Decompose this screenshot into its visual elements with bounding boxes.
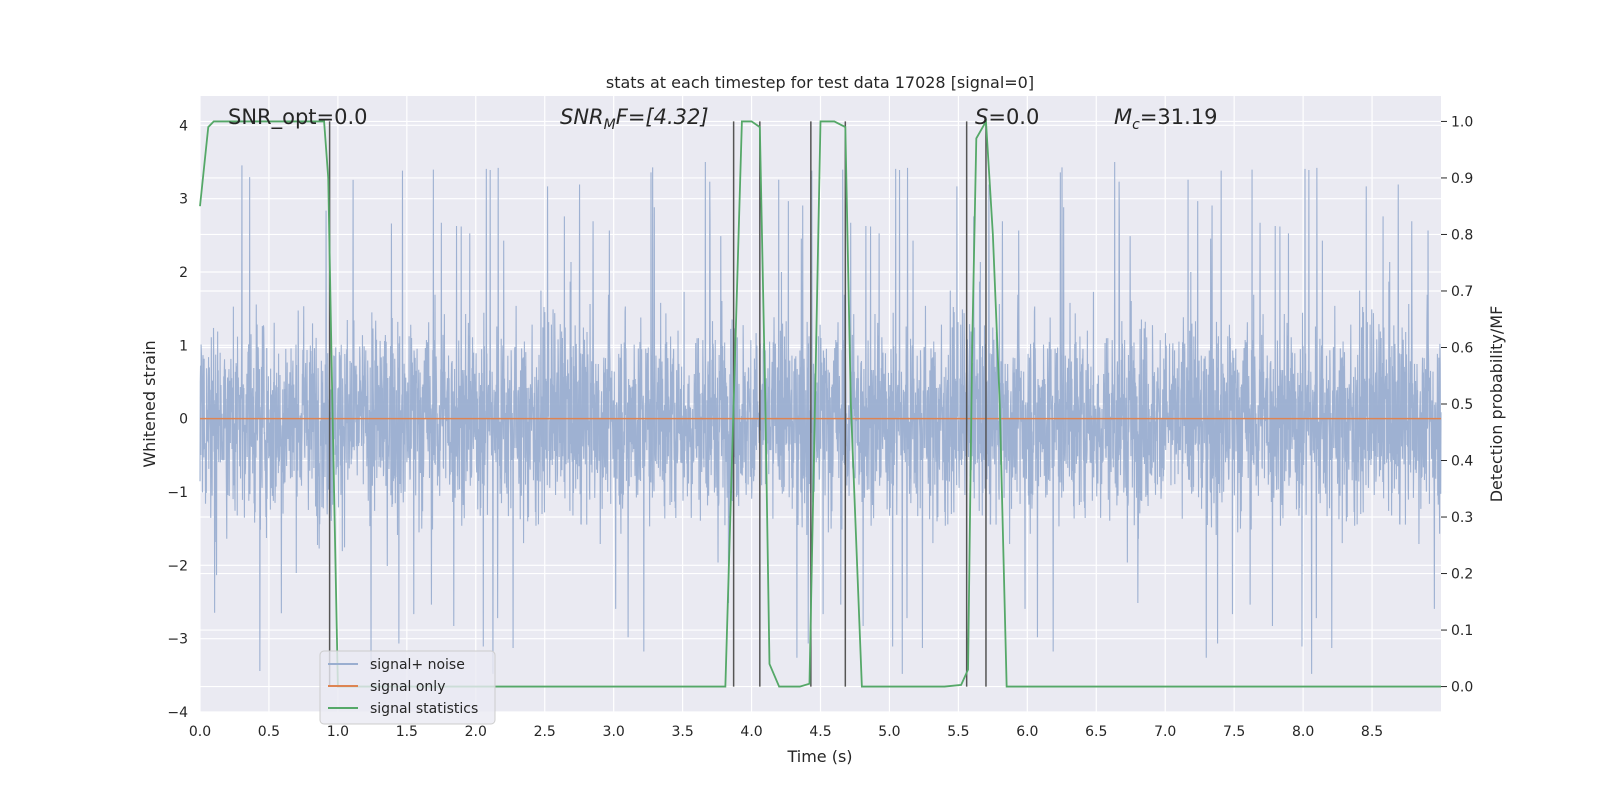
x-tick-label: 4.5 [809, 724, 831, 740]
x-axis-label: Time (s) [786, 747, 852, 766]
signal-statistics-series [199, 118, 1441, 688]
y2-tick-label: 0.7 [1451, 284, 1473, 300]
x-axis-ticks: 0.0 0.5 1.0 1.5 2.0 2.5 3.0 3.5 4.0 4.5 5.0 5.5 6.0 6… [189, 724, 1383, 740]
legend-label-statistics: signal statistics [370, 701, 478, 717]
x-tick-label: 1.5 [396, 724, 418, 740]
y-tick-label: −3 [167, 632, 188, 648]
y2-tick-label: 0.8 [1451, 227, 1473, 243]
noise-line [199, 161, 1442, 674]
y2-tick-label: 0.2 [1451, 567, 1473, 583]
y-tick-label: 0 [179, 412, 188, 428]
y2-tick-label: 0.6 [1451, 340, 1473, 356]
y2-tick-label: 0.0 [1451, 680, 1473, 696]
x-tick-label: 3.5 [671, 724, 693, 740]
y-tick-label: −1 [167, 485, 188, 501]
x-tick-label: 8.0 [1292, 724, 1314, 740]
x-tick-label: 5.5 [947, 724, 969, 740]
x-tick-label: 5.0 [878, 724, 900, 740]
x-tick-label: 2.0 [465, 724, 487, 740]
legend: signal+ noise signal only signal statist… [319, 650, 496, 725]
y2-tick-label: 1.0 [1451, 114, 1473, 130]
annotation-snr-mf: SNRMF=[4.32] [560, 105, 709, 133]
statistics-line [199, 118, 1441, 688]
y2-tick-label: 0.4 [1451, 454, 1473, 470]
x-tick-label: 0.0 [189, 724, 211, 740]
y-axis-ticks: −4 −3 −2 −1 0 1 2 3 4 [167, 118, 188, 721]
x-tick-label: 7.0 [1154, 724, 1176, 740]
x-tick-label: 8.5 [1361, 724, 1383, 740]
chart-title: stats at each timestep for test data 170… [606, 73, 1034, 92]
y-tick-label: 1 [179, 338, 188, 354]
y-tick-label: −4 [167, 705, 188, 721]
x-tick-label: 6.0 [1016, 724, 1038, 740]
y2-tick-label: 0.1 [1451, 623, 1473, 639]
y-tick-label: 3 [179, 192, 188, 208]
y2-tick-label: 0.9 [1451, 171, 1473, 187]
legend-label-noise: signal+ noise [370, 657, 465, 673]
x-tick-label: 6.5 [1085, 724, 1107, 740]
legend-label-signal-only: signal only [370, 679, 445, 695]
y-tick-label: 2 [179, 265, 188, 281]
x-tick-label: 1.0 [327, 724, 349, 740]
legend-box [319, 650, 496, 725]
x-tick-label: 3.0 [603, 724, 625, 740]
y-tick-label: −2 [167, 558, 188, 574]
y2-tick-label: 0.3 [1451, 510, 1473, 526]
annotation-s: S=0.0 [975, 105, 1039, 129]
annotation-snr-opt: SNR_opt=0.0 [228, 105, 368, 130]
x-tick-label: 2.5 [534, 724, 556, 740]
y2-axis-ticks: 0.0 0.1 0.2 0.3 0.4 0.5 0.6 0.7 0.8 0.9 1.0 [1441, 114, 1473, 696]
x-tick-label: 7.5 [1223, 724, 1245, 740]
y2-axis-label: Detection probability/MF [1487, 306, 1506, 503]
annotation-mc: Mc=31.19 [1114, 105, 1218, 133]
y2-tick-label: 0.5 [1451, 397, 1473, 413]
y-tick-label: 4 [179, 118, 188, 134]
signal-noise-series [199, 161, 1442, 674]
y-axis-label: Whitened strain [140, 340, 159, 467]
x-tick-label: 0.5 [258, 724, 280, 740]
x-tick-label: 4.0 [740, 724, 762, 740]
